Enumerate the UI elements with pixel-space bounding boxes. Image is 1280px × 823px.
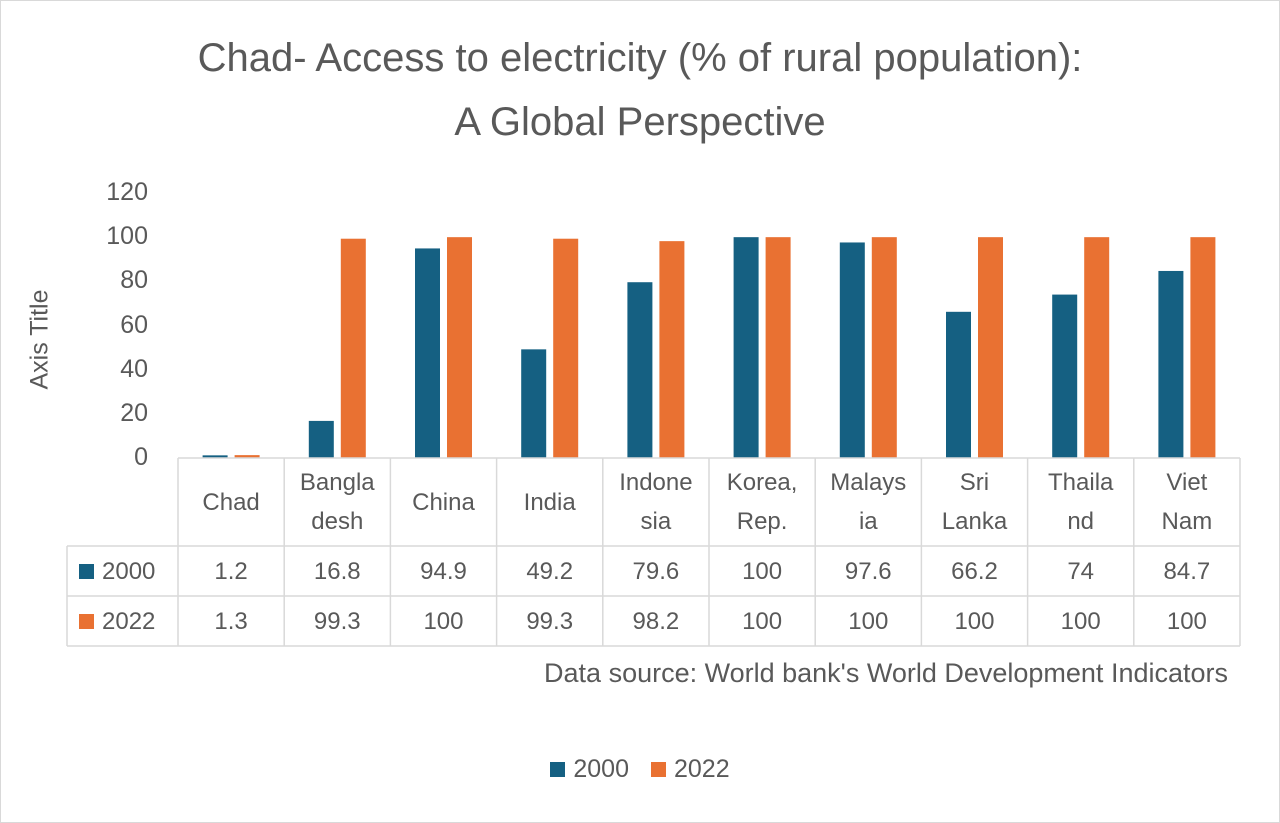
category-label: Malays ia (815, 458, 921, 546)
category-label-line: Lanka (941, 508, 1008, 535)
category-label-line: Nam (1161, 508, 1213, 535)
series-name: 2000 (102, 557, 156, 585)
category-label-line: Bangla (299, 469, 375, 496)
category-label-line: Viet (1166, 469, 1208, 496)
data-label: 84.7 (1163, 557, 1211, 585)
y-tick-label: 80 (120, 266, 148, 295)
bar-2000-0 (202, 455, 228, 458)
category-label-line: Chad (202, 488, 260, 516)
data-label: 100 (954, 607, 995, 635)
series-swatch (79, 613, 94, 629)
data-label: 100 (742, 557, 783, 585)
data-label: 97.6 (844, 557, 892, 585)
bar-2000-8 (1052, 294, 1078, 458)
series-swatch (79, 563, 94, 579)
category-label-line: Indone (619, 469, 693, 496)
category-label-line: Rep. (736, 508, 788, 535)
data-label: 66.2 (951, 557, 998, 585)
category-label-line: nd (1067, 508, 1095, 535)
data-label: 100 (742, 607, 783, 635)
bar-2000-6 (839, 242, 865, 458)
data-label: 98.2 (632, 607, 680, 635)
y-tick-label: 100 (106, 222, 148, 251)
bar-2000-2 (415, 248, 440, 458)
data-label: 100 (1060, 607, 1101, 635)
legend-item: 2000 (550, 755, 629, 784)
category-label-line: India (523, 488, 576, 516)
data-label: 74 (1067, 557, 1095, 585)
bar-2022-1 (340, 238, 366, 458)
y-tick-label: 120 (106, 178, 148, 206)
data-label: 100 (1166, 607, 1207, 635)
category-label-line: China (412, 488, 475, 516)
bar-2000-7 (946, 311, 971, 458)
category-label-line: Malays (830, 469, 907, 496)
data-label: 49.2 (526, 557, 574, 585)
chart-title-line-2: A Global Perspective (454, 100, 826, 144)
data-label: 99.3 (313, 607, 361, 635)
category-label-line: Sri (959, 469, 990, 496)
bar-2022-6 (871, 237, 897, 458)
category-label: Chad (178, 458, 284, 546)
series-row-label: 2000 (67, 546, 178, 596)
bar-2022-8 (1084, 237, 1110, 458)
category-label-line: desh (311, 508, 364, 535)
y-tick-label: 0 (134, 443, 148, 471)
series-row-label: 2022 (67, 596, 178, 646)
bar-2022-5 (765, 237, 791, 458)
series-name: 2022 (102, 607, 156, 635)
chart-title-line-1: Chad- Access to electricity (% of rural … (197, 36, 1083, 80)
category-label: Viet Nam (1134, 458, 1240, 546)
bar-2000-9 (1158, 270, 1184, 458)
data-label: 100 (423, 607, 464, 635)
chart-legend: 2000 2022 (0, 755, 1280, 784)
category-label: Bangla desh (284, 458, 390, 546)
category-label: Thaila nd (1028, 458, 1134, 546)
category-label-line: Korea, (726, 469, 798, 496)
legend-label: 2022 (674, 755, 730, 783)
category-label: India (497, 458, 603, 546)
y-tick-label: 20 (120, 398, 148, 427)
bar-2022-7 (978, 237, 1003, 458)
source-note: Data source: World bank's World Developm… (544, 658, 1228, 688)
category-label: Sri Lanka (921, 458, 1027, 546)
bar-2000-3 (521, 349, 547, 458)
bar-2000-5 (733, 237, 759, 458)
bar-2022-0 (234, 455, 260, 458)
bar-2022-2 (447, 237, 472, 458)
data-label: 16.8 (313, 557, 361, 585)
category-label: China (390, 458, 496, 546)
y-tick-label: 40 (120, 354, 148, 383)
category-label-line: sia (640, 508, 672, 535)
category-label: Korea, Rep. (709, 458, 815, 546)
y-tick-label: 60 (120, 310, 148, 339)
category-label-line: ia (858, 508, 878, 535)
legend-item: 2022 (651, 755, 730, 784)
bar-2000-1 (308, 420, 334, 458)
bar-2000-4 (627, 282, 653, 458)
category-label-line: Thaila (1048, 469, 1114, 496)
data-label: 1.3 (214, 607, 248, 635)
legend-swatch (550, 762, 566, 777)
data-label: 79.6 (632, 557, 680, 585)
legend-swatch (651, 762, 666, 777)
bar-2022-9 (1190, 237, 1216, 458)
data-label: 94.9 (420, 557, 467, 585)
data-label: 99.3 (526, 607, 574, 635)
bar-2022-4 (659, 241, 685, 458)
legend-label: 2000 (573, 755, 629, 783)
bar-2022-3 (553, 238, 579, 458)
data-label: 100 (848, 607, 889, 635)
category-label: Indone sia (603, 458, 709, 546)
data-label: 1.2 (214, 557, 248, 585)
